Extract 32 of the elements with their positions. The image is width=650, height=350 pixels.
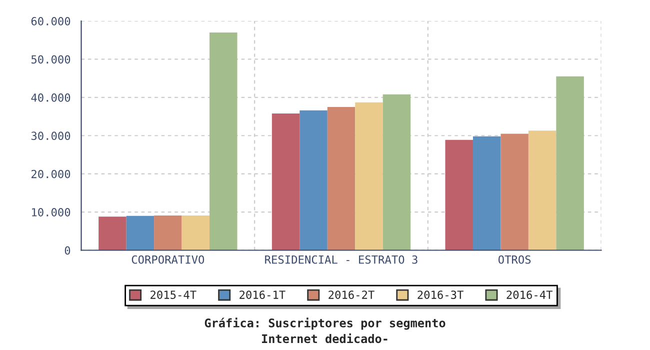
x-tick-label: CORPORATIVO xyxy=(132,255,204,264)
x-tick-label: RESIDENCIAL - ESTRATO 3 xyxy=(265,255,418,264)
bar xyxy=(182,215,210,250)
bar xyxy=(154,215,182,250)
legend-label: 2015-4T xyxy=(150,290,196,299)
text: Internet dedicado- xyxy=(262,333,388,344)
y-tick-label: 50.000 xyxy=(31,55,70,64)
bar xyxy=(500,134,528,250)
y-tick-label: 20.000 xyxy=(32,170,70,178)
y-tick-label: 40.000 xyxy=(31,93,70,102)
bar xyxy=(382,94,411,250)
bar xyxy=(210,32,238,250)
bar xyxy=(528,130,556,250)
y-tick-label: 0 xyxy=(64,246,70,255)
bar xyxy=(445,140,473,250)
bar xyxy=(556,76,584,250)
legend-label: 2016-3T xyxy=(418,290,464,299)
bar xyxy=(98,216,126,250)
bar xyxy=(126,216,154,250)
text: Gráfica: Suscriptores por segmento xyxy=(204,318,446,330)
bar xyxy=(355,102,383,250)
legend-label: 2016-2T xyxy=(328,290,374,299)
legend-label: 2016-1T xyxy=(240,290,286,299)
x-tick-label: OTROS xyxy=(498,255,531,264)
y-tick-label: 60.000 xyxy=(31,17,70,26)
y-tick-label: 10.000 xyxy=(32,208,70,216)
bar xyxy=(272,113,300,250)
bar xyxy=(300,110,328,250)
bar xyxy=(472,136,501,250)
bar xyxy=(327,106,356,250)
legend-label: 2016-4T xyxy=(506,290,552,299)
y-tick-label: 30.000 xyxy=(31,132,70,140)
